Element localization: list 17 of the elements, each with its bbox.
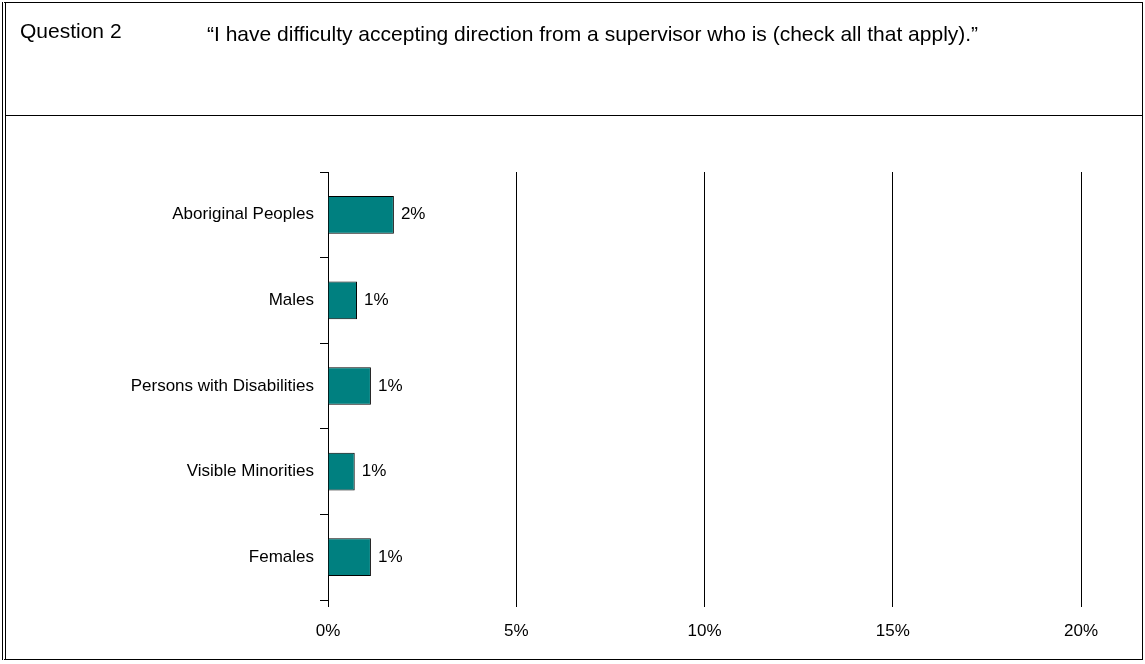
data-label: 1% [377, 546, 403, 566]
data-label: 1% [363, 290, 389, 310]
y-tick-label: Males [268, 290, 314, 310]
y-tick-label: Persons with Disabilities [130, 375, 314, 395]
data-label: 2% [400, 204, 426, 224]
y-tick-label: Visible Minorities [186, 461, 314, 481]
data-label: 1% [361, 461, 387, 481]
y-tick-label: Aboriginal Peoples [172, 204, 314, 224]
x-tick-label: 5% [503, 620, 529, 640]
data-label: 1% [377, 375, 403, 395]
x-tick-label: 15% [875, 620, 910, 640]
y-tick-label: Females [248, 546, 314, 566]
text: Question 2 [20, 19, 122, 43]
x-tick-label: 20% [1063, 620, 1099, 640]
chart-subtitle: “I have difficulty accepting direction from a supervisor who is (check all that apply).” [207, 21, 980, 47]
x-tick-label: 0% [315, 620, 341, 640]
x-tick-label: 10% [687, 620, 722, 640]
